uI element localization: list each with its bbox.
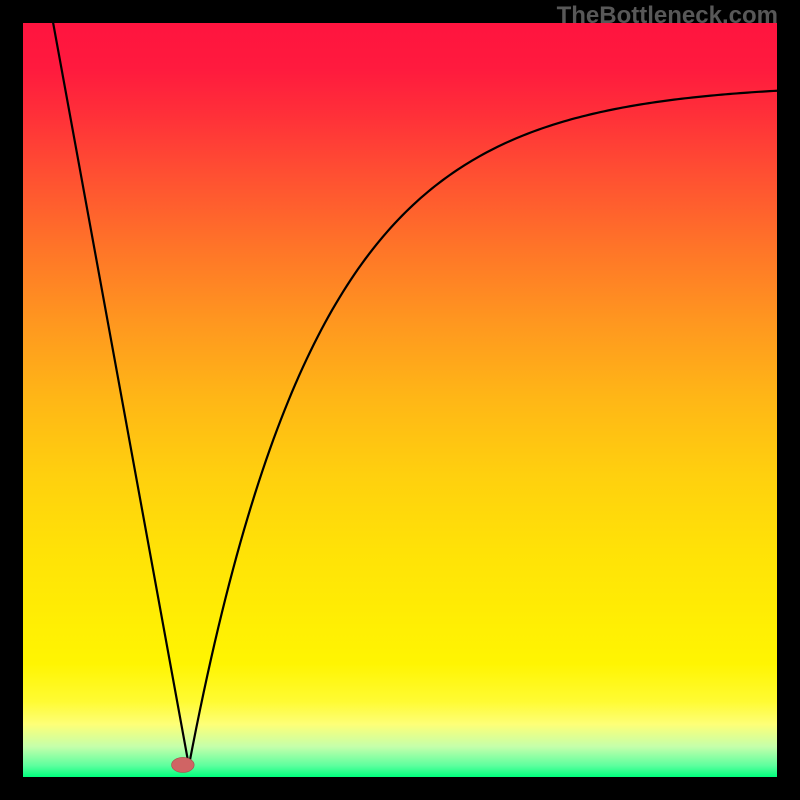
optimal-point-marker [172, 757, 195, 772]
bottleneck-curve [23, 23, 777, 777]
chart-frame: TheBottleneck.com [0, 0, 800, 800]
plot-area [23, 23, 777, 777]
